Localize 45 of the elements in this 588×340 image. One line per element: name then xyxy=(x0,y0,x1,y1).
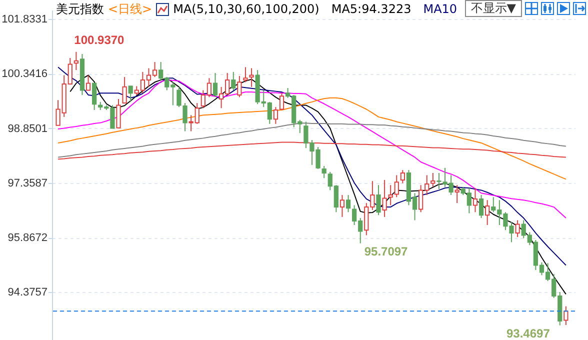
candlestick xyxy=(86,74,91,91)
candlestick xyxy=(92,82,97,110)
candlestick xyxy=(122,76,127,104)
candlestick xyxy=(231,71,236,91)
candlestick xyxy=(176,86,182,108)
y-tick-label: 97.3587 xyxy=(8,177,48,190)
annotation: 95.7097 xyxy=(364,244,408,258)
candlestick xyxy=(128,86,133,102)
candlestick xyxy=(182,102,188,132)
line-series xyxy=(58,79,566,219)
line-series xyxy=(58,122,566,158)
y-tick-label: 94.3757 xyxy=(8,286,48,299)
candlestick xyxy=(472,188,478,213)
candlestick xyxy=(340,194,345,218)
y-tick-label: 95.8672 xyxy=(8,232,48,244)
candlestick xyxy=(376,184,381,216)
text: MA10 xyxy=(423,2,458,16)
candlestick xyxy=(394,174,399,198)
candlestick xyxy=(515,220,520,238)
annotation: 不显示▼ xyxy=(464,0,522,17)
candlestick xyxy=(322,166,326,179)
candlestick xyxy=(116,98,121,129)
candlestick xyxy=(400,170,405,184)
chart-subtitle: <日线> xyxy=(108,0,152,18)
candlestick xyxy=(382,179,387,218)
annotation: 100.9370 xyxy=(74,32,125,47)
candlestick xyxy=(388,184,393,206)
candlestick xyxy=(430,172,436,188)
annotation: MA(5,10,30,60,100,200) xyxy=(173,2,320,16)
annotation: 93.4697 xyxy=(506,326,550,340)
candlestick xyxy=(485,200,490,226)
y-tick-label: 100.3416 xyxy=(2,68,48,80)
y-tick-label: 101.8331 xyxy=(2,14,48,26)
chart-title: 美元指数 xyxy=(56,0,104,18)
line-series xyxy=(58,97,566,180)
candlestick xyxy=(249,68,254,88)
candlestick xyxy=(212,72,218,98)
candlestick xyxy=(243,66,248,83)
candlestick xyxy=(74,51,78,71)
candlestick xyxy=(478,194,484,219)
candlestick xyxy=(346,194,351,213)
candlestick xyxy=(454,184,460,204)
candlestick xyxy=(237,75,242,98)
y-tick-label: 98.8501 xyxy=(8,122,48,135)
text: MA5:94.3223 xyxy=(331,2,412,16)
